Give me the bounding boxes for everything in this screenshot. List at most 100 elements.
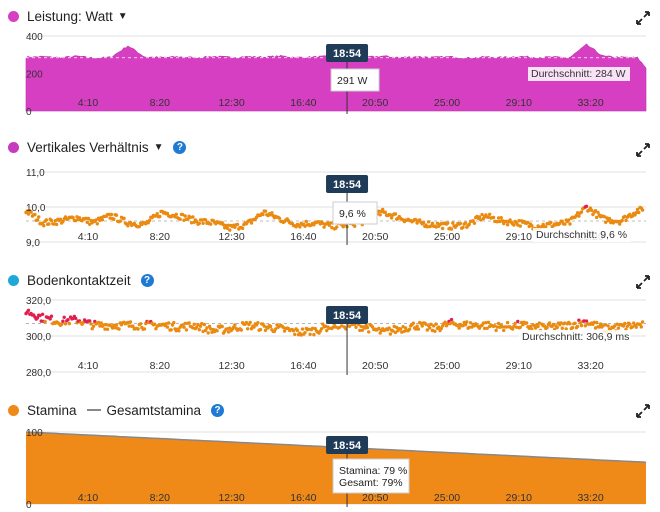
data-point [114, 323, 119, 327]
data-point [43, 319, 47, 324]
data-point [407, 327, 412, 331]
data-point [512, 324, 516, 328]
data-point [551, 322, 556, 327]
x-tick-label: 20:50 [362, 97, 388, 109]
data-point [246, 327, 250, 331]
data-point [573, 321, 577, 325]
stamina-color-dot [8, 404, 19, 416]
expand-icon[interactable] [636, 404, 650, 418]
data-point [398, 327, 403, 331]
data-point [560, 326, 564, 330]
data-point [634, 211, 638, 215]
help-icon[interactable]: ? [173, 140, 187, 154]
ground-contact-chart[interactable]: 320,0 300,0 280,0 4:10 8:20 12:30 16:40 20:50 25… [0, 290, 660, 382]
data-point [419, 321, 423, 325]
x-tick-label: 25:00 [434, 492, 460, 504]
data-point [504, 325, 508, 329]
data-point [467, 222, 471, 226]
data-point [360, 328, 364, 332]
data-point [184, 328, 189, 332]
data-point [567, 218, 571, 222]
data-point [298, 225, 302, 229]
data-point [439, 326, 443, 331]
data-point [582, 319, 586, 323]
data-point [593, 209, 598, 213]
data-point [330, 225, 334, 230]
vertical-dropdown-caret-icon[interactable]: ▼ [153, 141, 164, 153]
data-point [635, 207, 640, 212]
power-color-dot [8, 10, 19, 22]
data-point [468, 321, 473, 325]
help-icon[interactable]: ? [140, 273, 154, 287]
data-point [235, 222, 240, 227]
data-point [291, 329, 296, 333]
data-point [616, 326, 621, 330]
data-point [391, 329, 395, 333]
power-dropdown-caret-icon[interactable]: ▼ [117, 10, 128, 22]
data-point [437, 325, 441, 329]
y-tick-label: 200 [26, 70, 43, 81]
data-point [207, 324, 212, 328]
data-point [502, 328, 506, 333]
data-point [511, 327, 515, 331]
expand-icon[interactable] [636, 11, 650, 25]
expand-icon[interactable] [636, 275, 650, 289]
data-point [61, 319, 65, 323]
data-point [249, 327, 254, 331]
data-point [100, 218, 105, 222]
data-point [516, 319, 520, 324]
data-point [268, 324, 273, 329]
data-point [169, 328, 173, 332]
data-point [307, 327, 311, 331]
help-icon[interactable]: ? [211, 403, 225, 417]
data-point [388, 213, 393, 217]
cursor-time-badge [326, 436, 369, 454]
data-point [182, 325, 186, 329]
data-point [485, 326, 489, 330]
data-point [461, 225, 465, 230]
power-chart[interactable]: 400 200 0 4:10 8:20 12:30 16:40 20:50 25:00 29:10… [0, 28, 660, 130]
data-point [579, 323, 584, 328]
data-point [337, 325, 342, 330]
data-point [388, 332, 393, 336]
data-point [584, 319, 589, 323]
data-point [248, 320, 252, 325]
data-point [40, 312, 45, 316]
vertical-title: Vertikales Verhältnis [27, 139, 149, 155]
data-point [127, 324, 131, 328]
data-point [74, 316, 78, 321]
data-point [335, 225, 339, 229]
vertical-header: Vertikales Verhältnis ▼ ? [8, 137, 187, 157]
expand-icon[interactable] [636, 143, 650, 157]
data-point [512, 223, 516, 227]
data-point [495, 325, 500, 329]
data-point [107, 212, 111, 217]
stamina-header: Stamina Gesamtstamina ? [8, 400, 225, 420]
data-point [293, 332, 297, 337]
cursor-time-label: 18:54 [333, 310, 362, 322]
data-point [29, 210, 33, 214]
data-point [426, 220, 431, 224]
data-point [467, 325, 471, 329]
data-point [496, 321, 501, 326]
y-tick-label: 400 [26, 32, 43, 43]
data-point [181, 212, 185, 217]
data-point [40, 221, 45, 225]
data-point [530, 224, 534, 228]
data-point [640, 208, 645, 212]
data-point [328, 221, 333, 225]
stamina-title: Stamina [27, 402, 77, 418]
data-point [325, 328, 329, 333]
tooltip-box [332, 201, 378, 225]
stamina-chart[interactable]: 100 0 4:10 8:20 12:30 16:40 20:50 25:00 29:10 33:… [0, 420, 660, 510]
vertical-ratio-chart[interactable]: 11,0 10,0 9,0 4:10 8:20 12:30 16:40 20:50 25:00 2… [0, 160, 660, 260]
data-point [203, 328, 208, 333]
data-point [239, 328, 243, 332]
data-point [433, 329, 437, 333]
y-tick-label: 9,0 [26, 238, 40, 249]
data-point [389, 216, 394, 220]
data-point [196, 322, 200, 327]
data-point [26, 308, 31, 312]
data-point [498, 219, 502, 224]
tooltip-text: Gesamt: 79% [339, 477, 403, 489]
